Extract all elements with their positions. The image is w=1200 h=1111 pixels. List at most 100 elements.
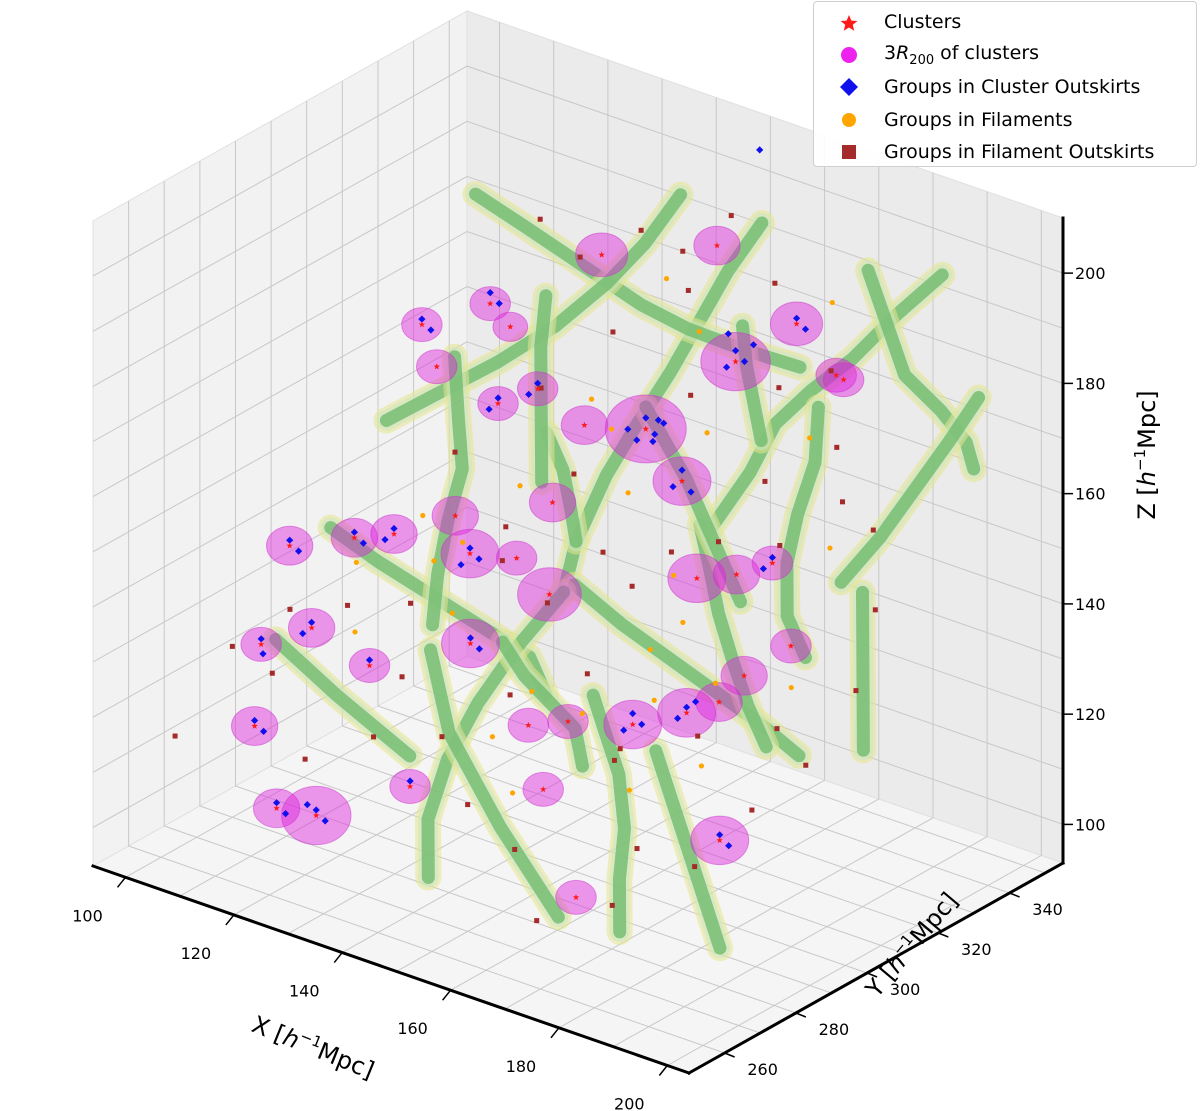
filament-outskirt-group-marker: [512, 846, 518, 852]
filament-outskirt-group-marker: [229, 643, 235, 649]
filament-outskirt-group-marker: [840, 499, 846, 505]
cluster-star-marker: [769, 559, 776, 566]
filament-group-marker: [807, 435, 813, 441]
filament-group-marker: [670, 572, 677, 578]
filament-core: [534, 289, 553, 489]
x-tick-label: 120: [181, 944, 212, 963]
cluster-outskirt-group-marker: [359, 539, 367, 547]
cluster-star-marker: [833, 371, 840, 378]
y-tick-mark: [724, 1052, 735, 1058]
cluster-outskirt-group-marker: [642, 414, 650, 422]
tick-labels: 100 120 140 160 180 200 260 280 300 320 340 100 120 1…: [72, 264, 1105, 1111]
cluster-star-marker: [693, 574, 701, 581]
y-tick-label: 300: [890, 980, 921, 999]
filament-core: [780, 400, 825, 664]
legend-label-cluster-outskirts: Groups in Cluster Outskirts: [884, 76, 1141, 99]
cluster-outskirt-group-marker: [534, 379, 542, 387]
z-tick-label: 200: [1075, 264, 1106, 283]
x-tick-mark: [442, 989, 452, 1001]
filament-outskirt-group-marker: [537, 216, 543, 222]
filament-outskirt-group-marker: [695, 733, 701, 739]
legend-label-filament-outskirts: Groups in Filament Outskirts: [884, 141, 1155, 164]
filament-outskirt-group-marker: [617, 746, 623, 752]
cluster-outskirt-group-marker: [259, 650, 267, 658]
grid-line-x: [450, 135, 826, 991]
cluster-star-marker: [732, 358, 739, 365]
legend-label-clusters: Clusters: [884, 11, 962, 34]
cluster-star-marker: [546, 591, 553, 598]
filament-core: [834, 391, 986, 589]
cluster-outskirt-group-marker: [768, 553, 776, 562]
y-axis-line: [686, 860, 1066, 1076]
x-tick-mark: [116, 876, 127, 888]
filament-outskirt-group-marker: [172, 733, 178, 739]
cluster-star-marker: [740, 672, 748, 679]
y-tick-label: 340: [1032, 900, 1063, 919]
cluster-outskirt-group-marker: [624, 425, 632, 433]
filament-outskirt-group-marker: [610, 329, 616, 335]
z-tick-label: 180: [1075, 374, 1106, 393]
filament-outskirt-group-marker: [685, 287, 691, 293]
cluster-outskirt-group-marker: [475, 645, 483, 653]
cluster-star-marker: [251, 722, 258, 729]
cluster-outskirt-group-marker: [475, 555, 483, 563]
cluster-star-marker: [351, 534, 358, 541]
filament-core: [736, 319, 768, 447]
cluster-outskirt-group-marker: [525, 390, 533, 398]
cluster-outskirt-group-marker: [638, 720, 646, 728]
x-tick-mark: [550, 1027, 560, 1039]
filament-group-marker: [625, 490, 631, 496]
grid-lines: [92, 21, 1064, 1066]
legend-item-r200: 3R200 of clusters: [814, 39, 1196, 72]
filament-outskirt-group-marker: [728, 213, 734, 219]
cluster-outskirt-group-marker: [486, 289, 494, 297]
filament-outskirt-group-marker: [600, 549, 606, 555]
cluster-star-marker: [273, 804, 280, 811]
filament-group-marker: [529, 688, 535, 695]
filament-outskirt-group-marker: [611, 757, 617, 763]
filament-group-marker: [352, 629, 358, 635]
x-tick-label: 160: [397, 1019, 428, 1038]
filament-group-marker: [460, 539, 466, 545]
grid-line-y: [235, 141, 832, 994]
filament-core: [704, 268, 949, 536]
filament-outskirt-group-marker: [715, 539, 721, 545]
legend: Clusters 3R200 of clusters Groups in Clu…: [813, 1, 1197, 167]
cluster-star-marker: [466, 550, 474, 557]
cluster-outskirt-group-marker: [365, 656, 374, 664]
filament-group-marker: [651, 697, 657, 703]
grid-line-y: [163, 181, 761, 1034]
filament-group-marker: [489, 734, 496, 740]
cluster-star-marker: [787, 642, 795, 649]
filament-core: [269, 632, 417, 763]
cluster-outskirt-group-marker: [308, 618, 316, 626]
filament-outskirt-group-marker: [534, 918, 540, 924]
filament-group-marker: [626, 787, 633, 793]
cluster-star-marker: [840, 376, 847, 383]
cluster-outskirt-group-marker: [251, 716, 259, 725]
x-tick-label: 140: [289, 982, 320, 1001]
cluster-outskirt-group-marker: [651, 430, 659, 438]
cluster-outskirt-group-marker: [312, 806, 320, 814]
cluster-outskirt-group-marker: [669, 483, 677, 491]
cluster-star-marker: [540, 786, 547, 793]
filament-core: [426, 350, 469, 632]
cluster-star-marker: [366, 662, 373, 669]
cluster-star-marker: [513, 554, 520, 561]
cluster-star-marker: [507, 323, 514, 330]
filament-outskirt-group-marker: [584, 671, 590, 677]
filament-core: [324, 521, 553, 701]
filament-outskirt-group-marker: [439, 734, 445, 740]
cluster-outskirt-group-marker: [495, 299, 503, 308]
filament-outskirt-group-marker: [692, 864, 698, 870]
z-tick-label: 160: [1075, 485, 1106, 504]
grid-line-y: [448, 21, 1046, 874]
cluster-outskirt-group-marker: [793, 314, 801, 322]
x-tick-label: 100: [72, 906, 103, 925]
cluster-star-marker: [642, 425, 649, 432]
blue-diamond-icon: [840, 78, 858, 97]
grid-line-z: [92, 341, 1064, 553]
brown-square-icon: [842, 145, 856, 160]
cluster-star-marker: [683, 709, 690, 716]
